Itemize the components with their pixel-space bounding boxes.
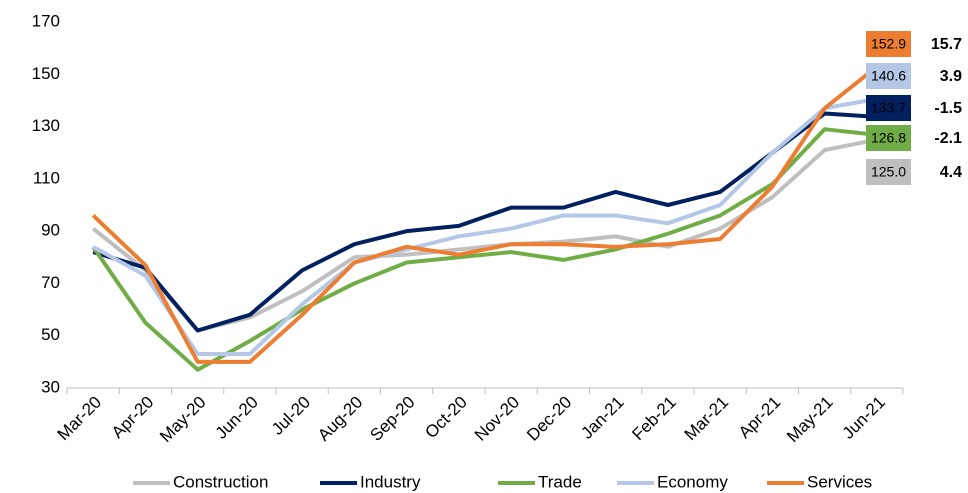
label-box — [866, 95, 911, 121]
x-tick-label: Mar-20 — [54, 393, 106, 445]
y-tick-label: 130 — [32, 116, 60, 135]
change-label: -1.5 — [934, 100, 962, 117]
label-box — [866, 125, 911, 151]
x-tick-label: Sep-20 — [366, 393, 418, 445]
change-label: 4.4 — [940, 164, 962, 181]
label-box — [866, 159, 911, 185]
legend-label: Construction — [173, 472, 268, 491]
x-tick-label: Jan-21 — [577, 393, 627, 443]
legend-label: Economy — [657, 472, 728, 491]
y-tick-label: 170 — [32, 11, 60, 30]
x-tick-label: Oct-20 — [421, 393, 471, 443]
x-tick-label: Jul-20 — [268, 393, 314, 439]
value-label: 125.0 — [871, 164, 906, 180]
x-tick-label: Dec-20 — [523, 393, 575, 445]
change-label: -2.1 — [934, 130, 962, 147]
change-label: 15.7 — [931, 36, 962, 53]
x-tick-label: Nov-20 — [471, 393, 523, 445]
x-tick-label: Apr-20 — [108, 393, 158, 443]
x-tick-label: Jun-21 — [839, 393, 889, 443]
y-tick-label: 30 — [41, 377, 60, 396]
value-label: 126.8 — [871, 130, 906, 146]
label-box — [866, 31, 911, 57]
x-tick-label: Mar-21 — [681, 393, 733, 445]
x-tick-label: Apr-21 — [735, 393, 785, 443]
y-tick-label: 70 — [41, 273, 60, 292]
y-tick-label: 110 — [33, 168, 60, 187]
x-tick-label: May-21 — [783, 393, 837, 447]
x-tick-label: Aug-20 — [314, 393, 366, 445]
legend-label: Trade — [538, 472, 582, 491]
y-tick-label: 90 — [41, 221, 60, 240]
value-label: 140.6 — [871, 68, 906, 84]
series-line — [92, 96, 878, 357]
x-tick-label: Feb-21 — [628, 393, 680, 445]
legend-label: Services — [807, 472, 872, 491]
y-tick-label: 50 — [41, 325, 60, 344]
y-tick-label: 150 — [32, 64, 60, 83]
series-line — [91, 65, 879, 364]
value-label: 152.9 — [871, 36, 906, 52]
label-box — [866, 63, 911, 89]
x-tick-label: May-20 — [156, 393, 210, 447]
change-label: 3.9 — [940, 68, 962, 85]
series-line — [92, 111, 878, 333]
x-tick-label: Jun-20 — [212, 393, 262, 443]
legend-label: Industry — [360, 472, 421, 491]
value-label: 133.7 — [871, 100, 906, 116]
